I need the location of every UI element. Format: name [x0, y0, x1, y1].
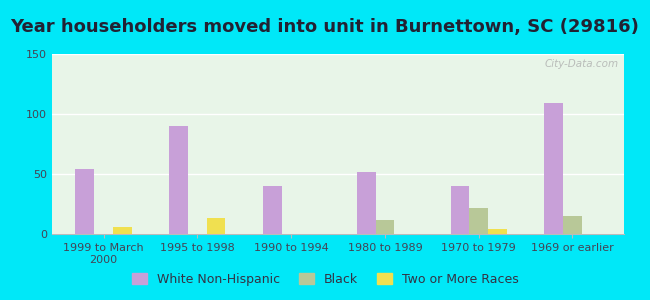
Legend: White Non-Hispanic, Black, Two or More Races: White Non-Hispanic, Black, Two or More R… [127, 268, 523, 291]
Text: Year householders moved into unit in Burnettown, SC (29816): Year householders moved into unit in Bur… [10, 18, 640, 36]
Bar [169, 126, 188, 234]
Bar [113, 227, 132, 234]
Bar [376, 220, 395, 234]
Bar [544, 103, 563, 234]
Text: City-Data.com: City-Data.com [544, 59, 618, 69]
Bar [469, 208, 488, 234]
Bar [488, 229, 507, 234]
Bar [563, 216, 582, 234]
Bar [357, 172, 376, 234]
Bar [263, 186, 281, 234]
Bar [450, 186, 469, 234]
Bar [75, 169, 94, 234]
Bar [207, 218, 226, 234]
